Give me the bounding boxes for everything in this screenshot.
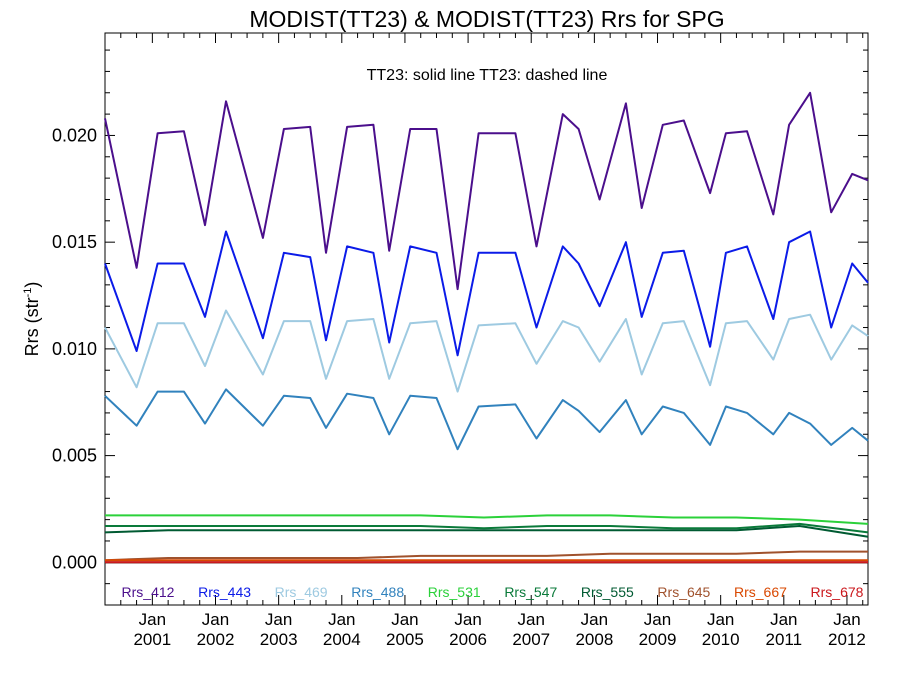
legend-item-rrs-531: Rrs_531 [428,584,481,600]
x-tick-year: 2007 [512,630,550,649]
legend-item-rrs-667: Rrs_667 [734,584,787,600]
x-tick-month: Jan [202,610,229,629]
legend-item-rrs-678: Rrs_678 [811,584,864,600]
x-tick-year: 2010 [702,630,740,649]
x-tick-month: Jan [454,610,481,629]
x-tick-year: 2009 [639,630,677,649]
x-tick-month: Jan [518,610,545,629]
series-line-rrs-443 [104,230,869,357]
y-tick-label: 0.010 [52,339,97,359]
series-line-rrs-412 [104,91,869,291]
legend-item-rrs-412: Rrs_412 [122,584,175,600]
series-line-rrs-547 [105,522,869,534]
x-tick-year: 2011 [766,630,803,649]
y-axis-label: Rrs (str-1) [22,282,42,357]
y-tick-label: 0.020 [52,125,97,145]
series-layer [104,91,869,564]
x-tick-month: Jan [391,610,418,629]
y-tick-label: 0.000 [52,552,97,572]
series-line-rrs-488 [104,388,869,451]
series-line-rrs-555 [104,525,869,538]
x-tick-year: 2004 [323,630,361,649]
plot-frame [104,32,869,606]
x-tick-month: Jan [328,610,355,629]
x-tick-month: Jan [770,610,797,629]
y-tick-label: 0.005 [52,446,97,466]
y-axis-label-main: Rrs (str [22,297,42,356]
legend-item-rrs-555: Rrs_555 [581,584,634,600]
series-line-rrs-469 [104,309,869,393]
x-tick-year: 2005 [386,630,424,649]
x-tick-month: Jan [833,610,860,629]
x-tick-month: Jan [707,610,734,629]
chart-subtitle: TT23: solid line TT23: dashed line [367,67,608,84]
axes-layer: 0.0000.0050.0100.0150.020Jan2001Jan2002J… [52,33,868,649]
x-tick-month: Jan [581,610,608,629]
x-tick-year: 2012 [828,630,866,649]
x-tick-year: 2001 [133,630,171,649]
legend-item-rrs-547: Rrs_547 [504,584,557,600]
x-tick-year: 2008 [575,630,613,649]
series-line-rrs-531 [105,514,869,525]
legend-item-rrs-645: Rrs_645 [657,584,710,600]
y-tick-label: 0.015 [52,232,97,252]
x-tick-month: Jan [265,610,292,629]
chart-title: MODIST(TT23) & MODIST(TT23) Rrs for SPG [249,6,724,32]
legend-item-rrs-443: Rrs_443 [198,584,251,600]
legend-layer: Rrs_412 Rrs_443 Rrs_469 Rrs_488 Rrs_531 Rrs_5… [122,584,864,600]
x-tick-year: 2006 [449,630,487,649]
x-tick-year: 2003 [260,630,298,649]
y-axis-label-close: ) [22,282,42,288]
y-axis-label-sup: -1 [22,288,34,298]
legend-item-rrs-469: Rrs_469 [275,584,328,600]
legend-item-rrs-488: Rrs_488 [351,584,404,600]
series-line-rrs-645 [104,550,868,562]
x-tick-month: Jan [644,610,671,629]
x-tick-month: Jan [139,610,166,629]
x-tick-year: 2002 [197,630,235,649]
